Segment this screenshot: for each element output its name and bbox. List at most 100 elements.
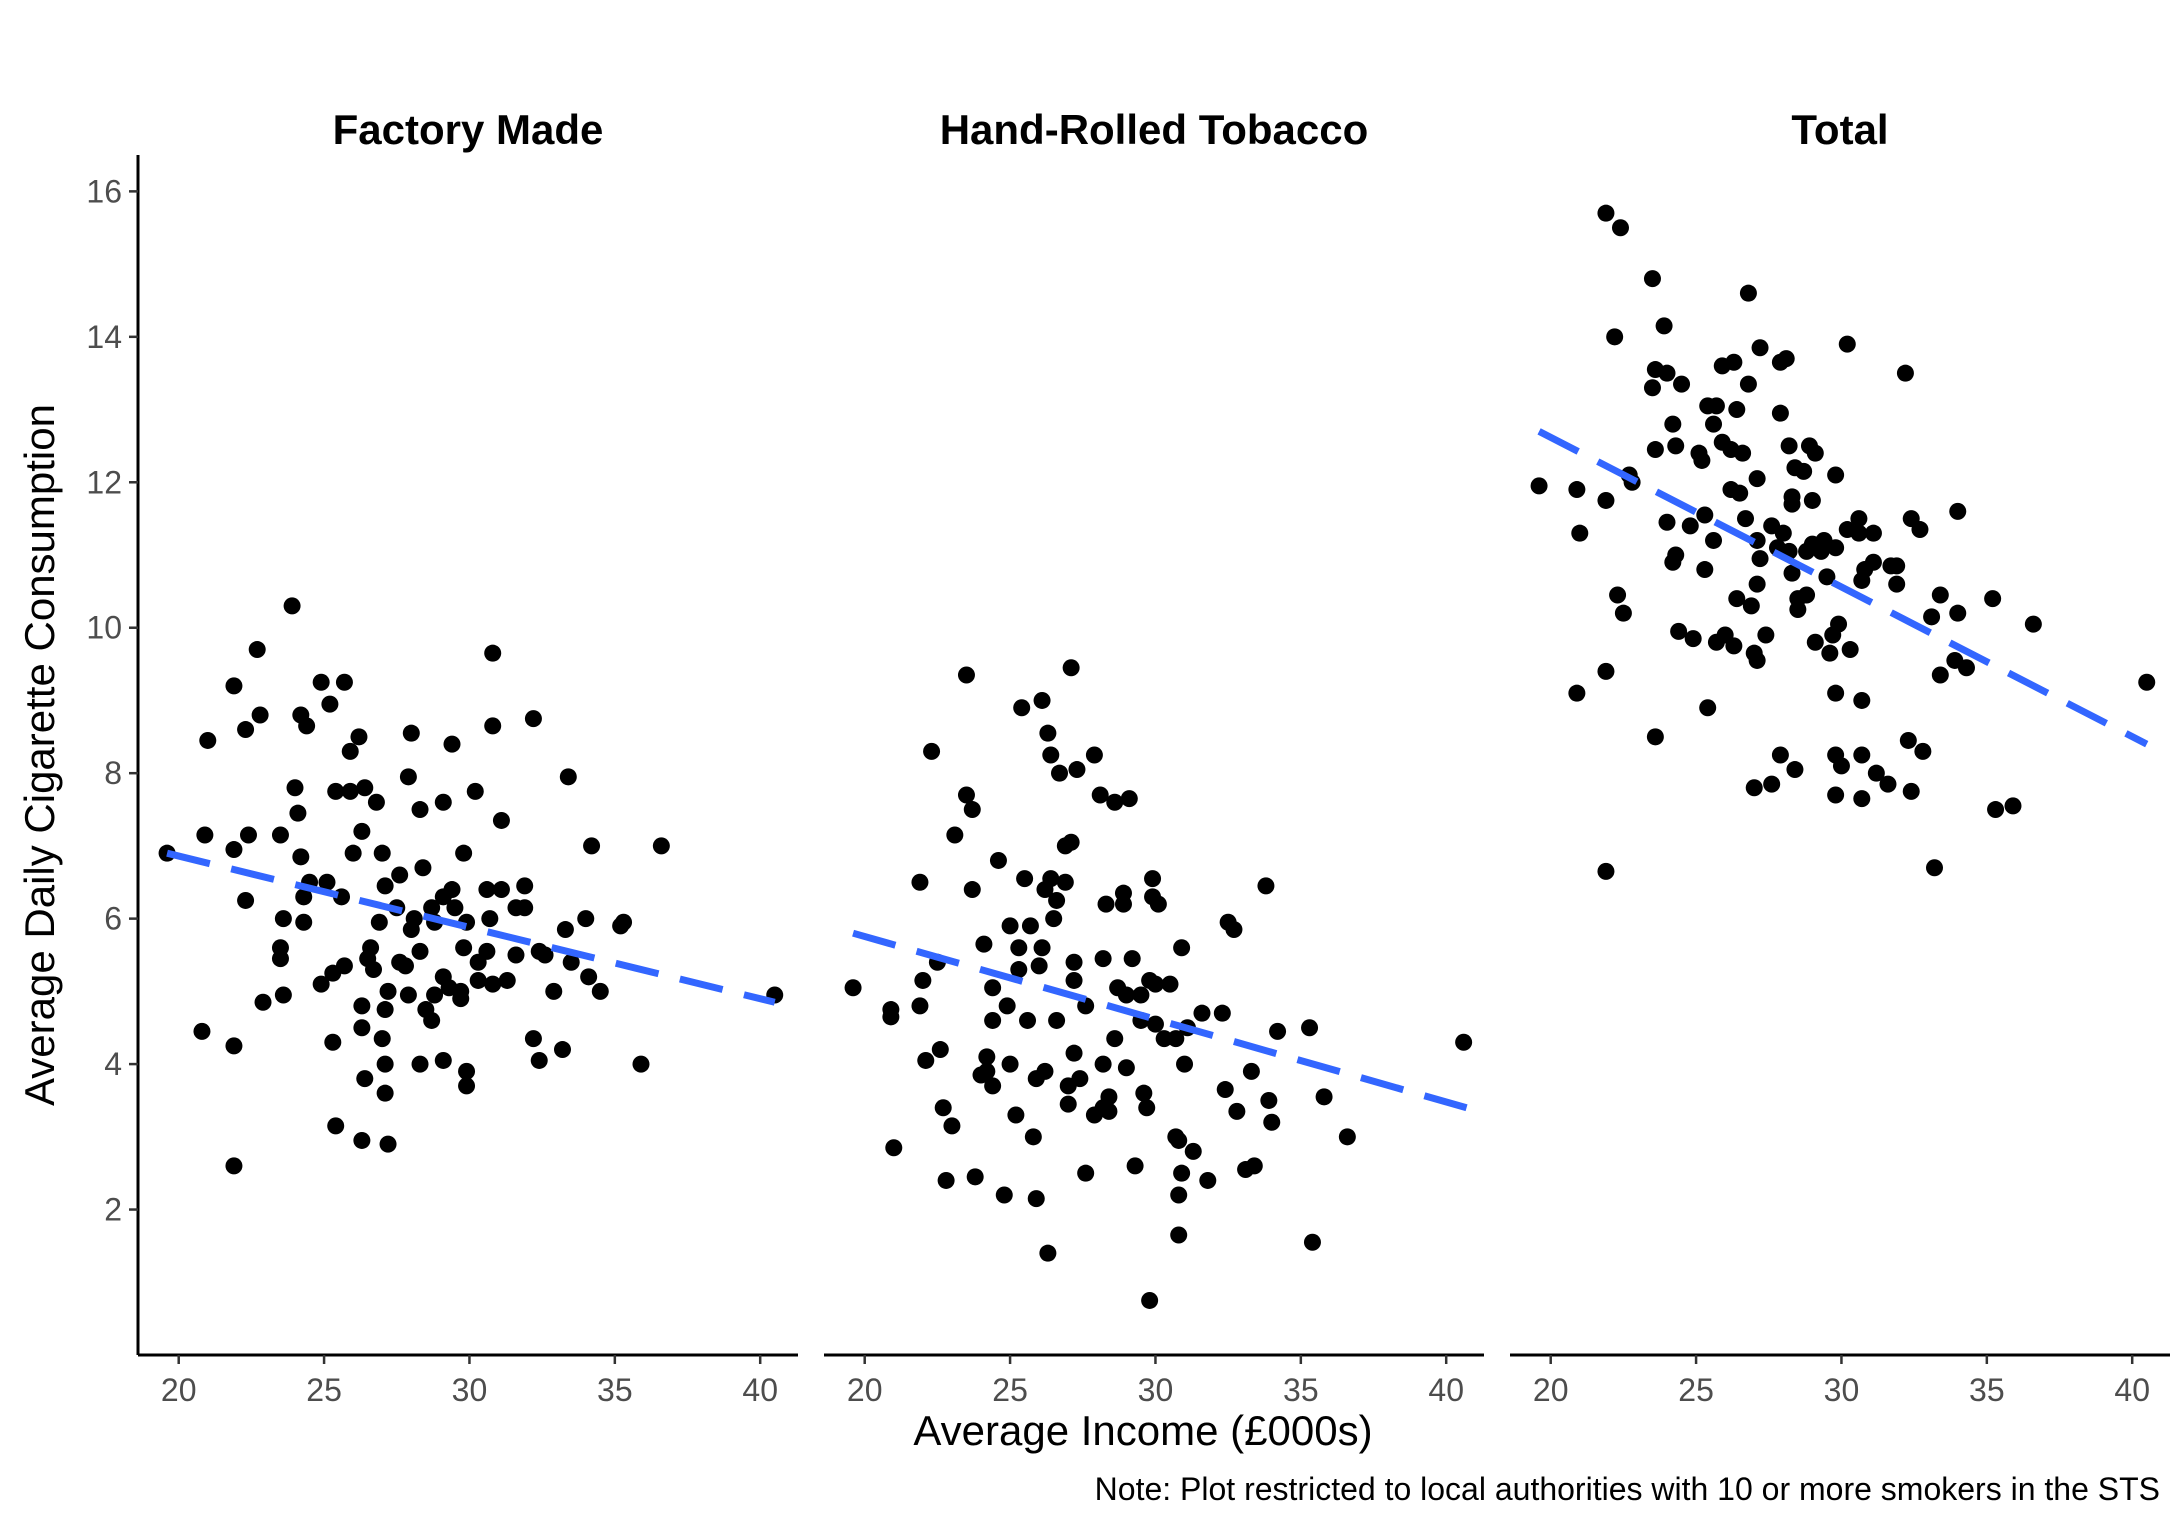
data-point	[1739, 375, 1757, 393]
x-tick-label: 25	[306, 1372, 342, 1408]
data-point	[458, 1077, 476, 1095]
data-point	[1033, 691, 1051, 709]
data-point	[458, 1062, 476, 1080]
data-point	[1001, 1055, 1019, 1073]
data-point	[225, 1037, 243, 1055]
data-point	[193, 1022, 211, 1040]
data-point	[882, 1008, 900, 1026]
data-point	[1771, 746, 1789, 764]
data-point	[324, 1033, 342, 1051]
data-point	[1827, 786, 1845, 804]
data-point	[1001, 917, 1019, 935]
data-point	[237, 891, 255, 909]
data-point	[1725, 637, 1743, 655]
chart-caption: Note: Plot restricted to local authoriti…	[1095, 1471, 2160, 1507]
panel-title: Hand-Rolled Tobacco	[940, 106, 1369, 153]
data-point	[553, 1041, 571, 1059]
data-point	[1611, 219, 1629, 237]
data-point	[484, 717, 502, 735]
data-point	[1597, 662, 1615, 680]
data-point	[1739, 284, 1757, 302]
data-point	[1646, 441, 1664, 459]
data-point	[1597, 204, 1615, 222]
data-point	[1019, 1011, 1037, 1029]
data-point	[1269, 1022, 1287, 1040]
data-point	[1138, 1099, 1156, 1117]
panel-1: Factory Made 20 25 30 35 40	[138, 106, 798, 1408]
data-point	[1146, 1015, 1164, 1033]
trend-line	[1537, 428, 2149, 748]
data-point	[1705, 415, 1723, 433]
data-point	[1173, 1164, 1191, 1182]
data-point	[946, 826, 964, 844]
data-point	[1021, 917, 1039, 935]
data-point	[989, 851, 1007, 869]
data-point	[426, 986, 444, 1004]
data-point	[492, 811, 510, 829]
data-point	[199, 731, 217, 749]
data-point	[1838, 335, 1856, 353]
data-point	[1911, 521, 1929, 539]
data-point	[984, 979, 1002, 997]
data-point	[341, 782, 359, 800]
data-point	[1771, 404, 1789, 422]
data-point	[1149, 895, 1167, 913]
data-point	[391, 866, 409, 884]
data-point	[545, 982, 563, 1000]
data-point	[367, 793, 385, 811]
y-tick-label: 14	[86, 319, 122, 355]
data-point	[1707, 397, 1725, 415]
data-point	[423, 1011, 441, 1029]
data-point	[376, 1055, 394, 1073]
data-point	[1100, 1088, 1118, 1106]
data-point	[1094, 1055, 1112, 1073]
data-point	[1742, 597, 1760, 615]
data-point	[225, 1157, 243, 1175]
data-point	[1027, 1190, 1045, 1208]
data-point	[411, 1055, 429, 1073]
data-point	[957, 786, 975, 804]
data-point	[1745, 779, 1763, 797]
data-point	[1597, 862, 1615, 880]
data-point	[957, 666, 975, 684]
data-point	[370, 913, 388, 931]
data-point	[1987, 801, 2005, 819]
data-point	[1062, 659, 1080, 677]
data-point	[1827, 539, 1845, 557]
data-point	[1042, 746, 1060, 764]
data-point	[239, 826, 257, 844]
data-point	[481, 910, 499, 928]
data-point	[536, 946, 554, 964]
data-point	[998, 997, 1016, 1015]
data-point	[562, 953, 580, 971]
data-point	[1696, 506, 1714, 524]
data-point	[1725, 353, 1743, 371]
data-point	[978, 1048, 996, 1066]
data-point	[1257, 877, 1275, 895]
data-point	[1806, 444, 1824, 462]
data-point	[251, 706, 269, 724]
data-point	[1013, 699, 1031, 717]
data-point	[984, 1011, 1002, 1029]
data-point	[1696, 561, 1714, 579]
data-point	[1033, 939, 1051, 957]
panel-title: Total	[1791, 106, 1888, 153]
data-point	[1048, 1011, 1066, 1029]
data-point	[885, 1139, 903, 1157]
trend-line	[852, 929, 1468, 1112]
y-axis-title: Average Daily Cigarette Consumption	[16, 404, 63, 1106]
data-point	[283, 597, 301, 615]
data-point	[1242, 1062, 1260, 1080]
data-point	[292, 848, 310, 866]
data-point	[1213, 1004, 1231, 1022]
data-point	[1789, 601, 1807, 619]
data-point	[1010, 939, 1028, 957]
data-point	[995, 1186, 1013, 1204]
data-point	[963, 801, 981, 819]
data-point	[327, 782, 345, 800]
data-point	[1606, 328, 1624, 346]
data-point	[963, 881, 981, 899]
data-point	[1173, 939, 1191, 957]
data-point	[1609, 586, 1627, 604]
y-tick-label: 10	[86, 610, 122, 646]
